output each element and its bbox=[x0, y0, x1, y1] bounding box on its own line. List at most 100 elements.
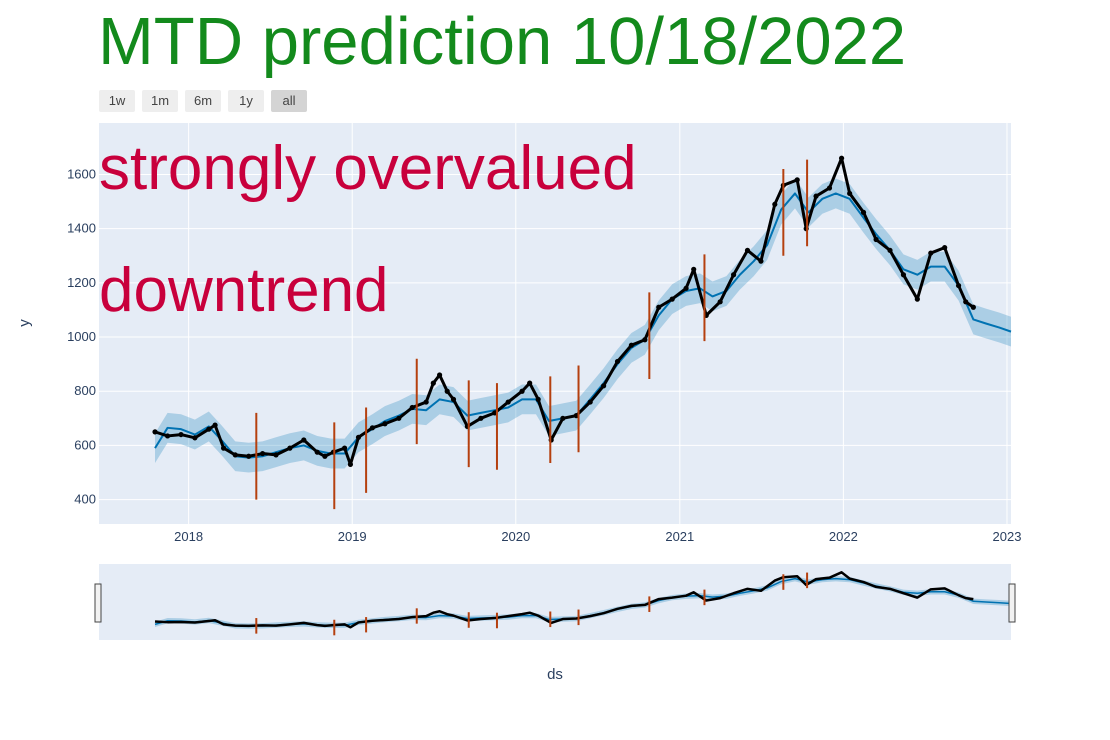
y-tick-label: 1200 bbox=[67, 275, 96, 290]
actual-point bbox=[322, 453, 328, 459]
actual-point bbox=[955, 282, 962, 289]
actual-point bbox=[963, 299, 969, 305]
main-grid bbox=[99, 123, 1011, 524]
actual-point bbox=[772, 201, 778, 207]
actual-series-group bbox=[152, 155, 976, 467]
range-slider-actual-line bbox=[154, 571, 974, 629]
actual-point bbox=[273, 452, 279, 458]
y-axis-label: y bbox=[16, 319, 33, 327]
y-tick-label: 800 bbox=[74, 383, 96, 398]
actual-point bbox=[942, 245, 948, 251]
range-slider-background[interactable] bbox=[99, 564, 1011, 640]
actual-point bbox=[587, 399, 593, 405]
y-tick-labels: 400 600 800 1000 1200 1400 1600 bbox=[67, 166, 96, 506]
y-tick-label: 1600 bbox=[67, 166, 96, 181]
x-tick-label: 2021 bbox=[665, 529, 694, 544]
actual-point bbox=[758, 258, 764, 264]
actual-point bbox=[560, 415, 566, 421]
x-tick-label: 2018 bbox=[174, 529, 203, 544]
actual-point bbox=[450, 396, 457, 402]
actual-point bbox=[813, 193, 819, 199]
actual-point bbox=[212, 422, 218, 428]
actual-point bbox=[527, 380, 533, 386]
range-button-all[interactable]: all bbox=[271, 90, 307, 112]
actual-point bbox=[206, 426, 212, 432]
actual-point bbox=[669, 296, 675, 302]
actual-point bbox=[314, 449, 320, 455]
actual-point bbox=[436, 372, 443, 378]
actual-point bbox=[444, 388, 450, 394]
actual-point bbox=[232, 452, 238, 458]
actual-point bbox=[396, 415, 402, 421]
y-tick-label: 1400 bbox=[67, 221, 96, 236]
actual-point bbox=[628, 342, 635, 348]
forecast-uncertainty-band bbox=[155, 178, 1011, 473]
actual-point bbox=[730, 272, 737, 278]
actual-point bbox=[355, 434, 362, 440]
actual-point bbox=[887, 247, 893, 253]
range-slider-right-handle[interactable] bbox=[1008, 583, 1016, 623]
actual-point bbox=[717, 299, 723, 305]
actual-point bbox=[519, 388, 525, 394]
actual-point bbox=[301, 437, 307, 443]
actual-point bbox=[656, 304, 662, 310]
y-tick-label: 1000 bbox=[67, 329, 96, 344]
actual-point bbox=[838, 155, 845, 161]
overlay-text-valuation: strongly overvalued bbox=[99, 134, 637, 203]
y-tick-label: 400 bbox=[74, 492, 96, 507]
x-tick-labels: 2018 2019 2020 2021 2022 2023 bbox=[174, 529, 1021, 544]
actual-point bbox=[409, 404, 415, 411]
actual-point bbox=[341, 445, 348, 451]
actual-point bbox=[505, 399, 511, 405]
x-tick-label: 2023 bbox=[993, 529, 1022, 544]
x-tick-label: 2019 bbox=[338, 529, 367, 544]
range-button-1w[interactable]: 1w bbox=[99, 90, 135, 112]
y-tick-label: 600 bbox=[74, 437, 96, 452]
forecast-band bbox=[155, 178, 1011, 473]
actual-point bbox=[430, 380, 436, 386]
actual-point bbox=[478, 415, 484, 421]
actual-point bbox=[873, 236, 879, 243]
actual-point bbox=[744, 247, 751, 253]
actual-point bbox=[860, 209, 867, 216]
actual-point bbox=[192, 435, 198, 441]
actual-point bbox=[535, 396, 541, 402]
actual-point bbox=[642, 337, 648, 343]
actual-point bbox=[691, 266, 697, 272]
actual-point bbox=[178, 431, 184, 438]
actual-point bbox=[220, 445, 227, 451]
actual-point bbox=[601, 383, 607, 389]
actual-point bbox=[900, 272, 907, 278]
actual-line bbox=[154, 156, 975, 466]
actual-point bbox=[423, 399, 429, 405]
actual-point bbox=[826, 185, 833, 191]
range-button-1y[interactable]: 1y bbox=[228, 90, 264, 112]
actual-point bbox=[914, 296, 920, 302]
actual-point bbox=[164, 433, 171, 439]
actual-point bbox=[614, 358, 621, 365]
x-axis-label: ds bbox=[547, 666, 563, 683]
x-tick-label: 2022 bbox=[829, 529, 858, 544]
range-button-1m[interactable]: 1m bbox=[142, 90, 178, 112]
actual-point bbox=[847, 190, 853, 197]
actual-point bbox=[683, 285, 689, 291]
chart-title: MTD prediction 10/18/2022 bbox=[98, 4, 907, 79]
actual-point bbox=[152, 429, 158, 435]
actual-point bbox=[382, 421, 388, 427]
overlay-text-trend: downtrend bbox=[99, 256, 389, 325]
range-button-6m[interactable]: 6m bbox=[185, 90, 221, 112]
changepoint-group bbox=[255, 159, 809, 510]
actual-point bbox=[287, 445, 293, 451]
actual-point bbox=[259, 450, 266, 457]
actual-point bbox=[970, 304, 976, 310]
actual-point bbox=[369, 425, 375, 431]
actual-point bbox=[928, 250, 934, 256]
range-slider-actual bbox=[154, 571, 974, 629]
actual-point bbox=[794, 177, 800, 183]
actual-point bbox=[246, 453, 252, 459]
range-slider-left-handle[interactable] bbox=[94, 583, 102, 623]
range-slider-changepoints bbox=[255, 572, 809, 636]
x-tick-label: 2020 bbox=[501, 529, 530, 544]
actual-point bbox=[347, 461, 354, 467]
